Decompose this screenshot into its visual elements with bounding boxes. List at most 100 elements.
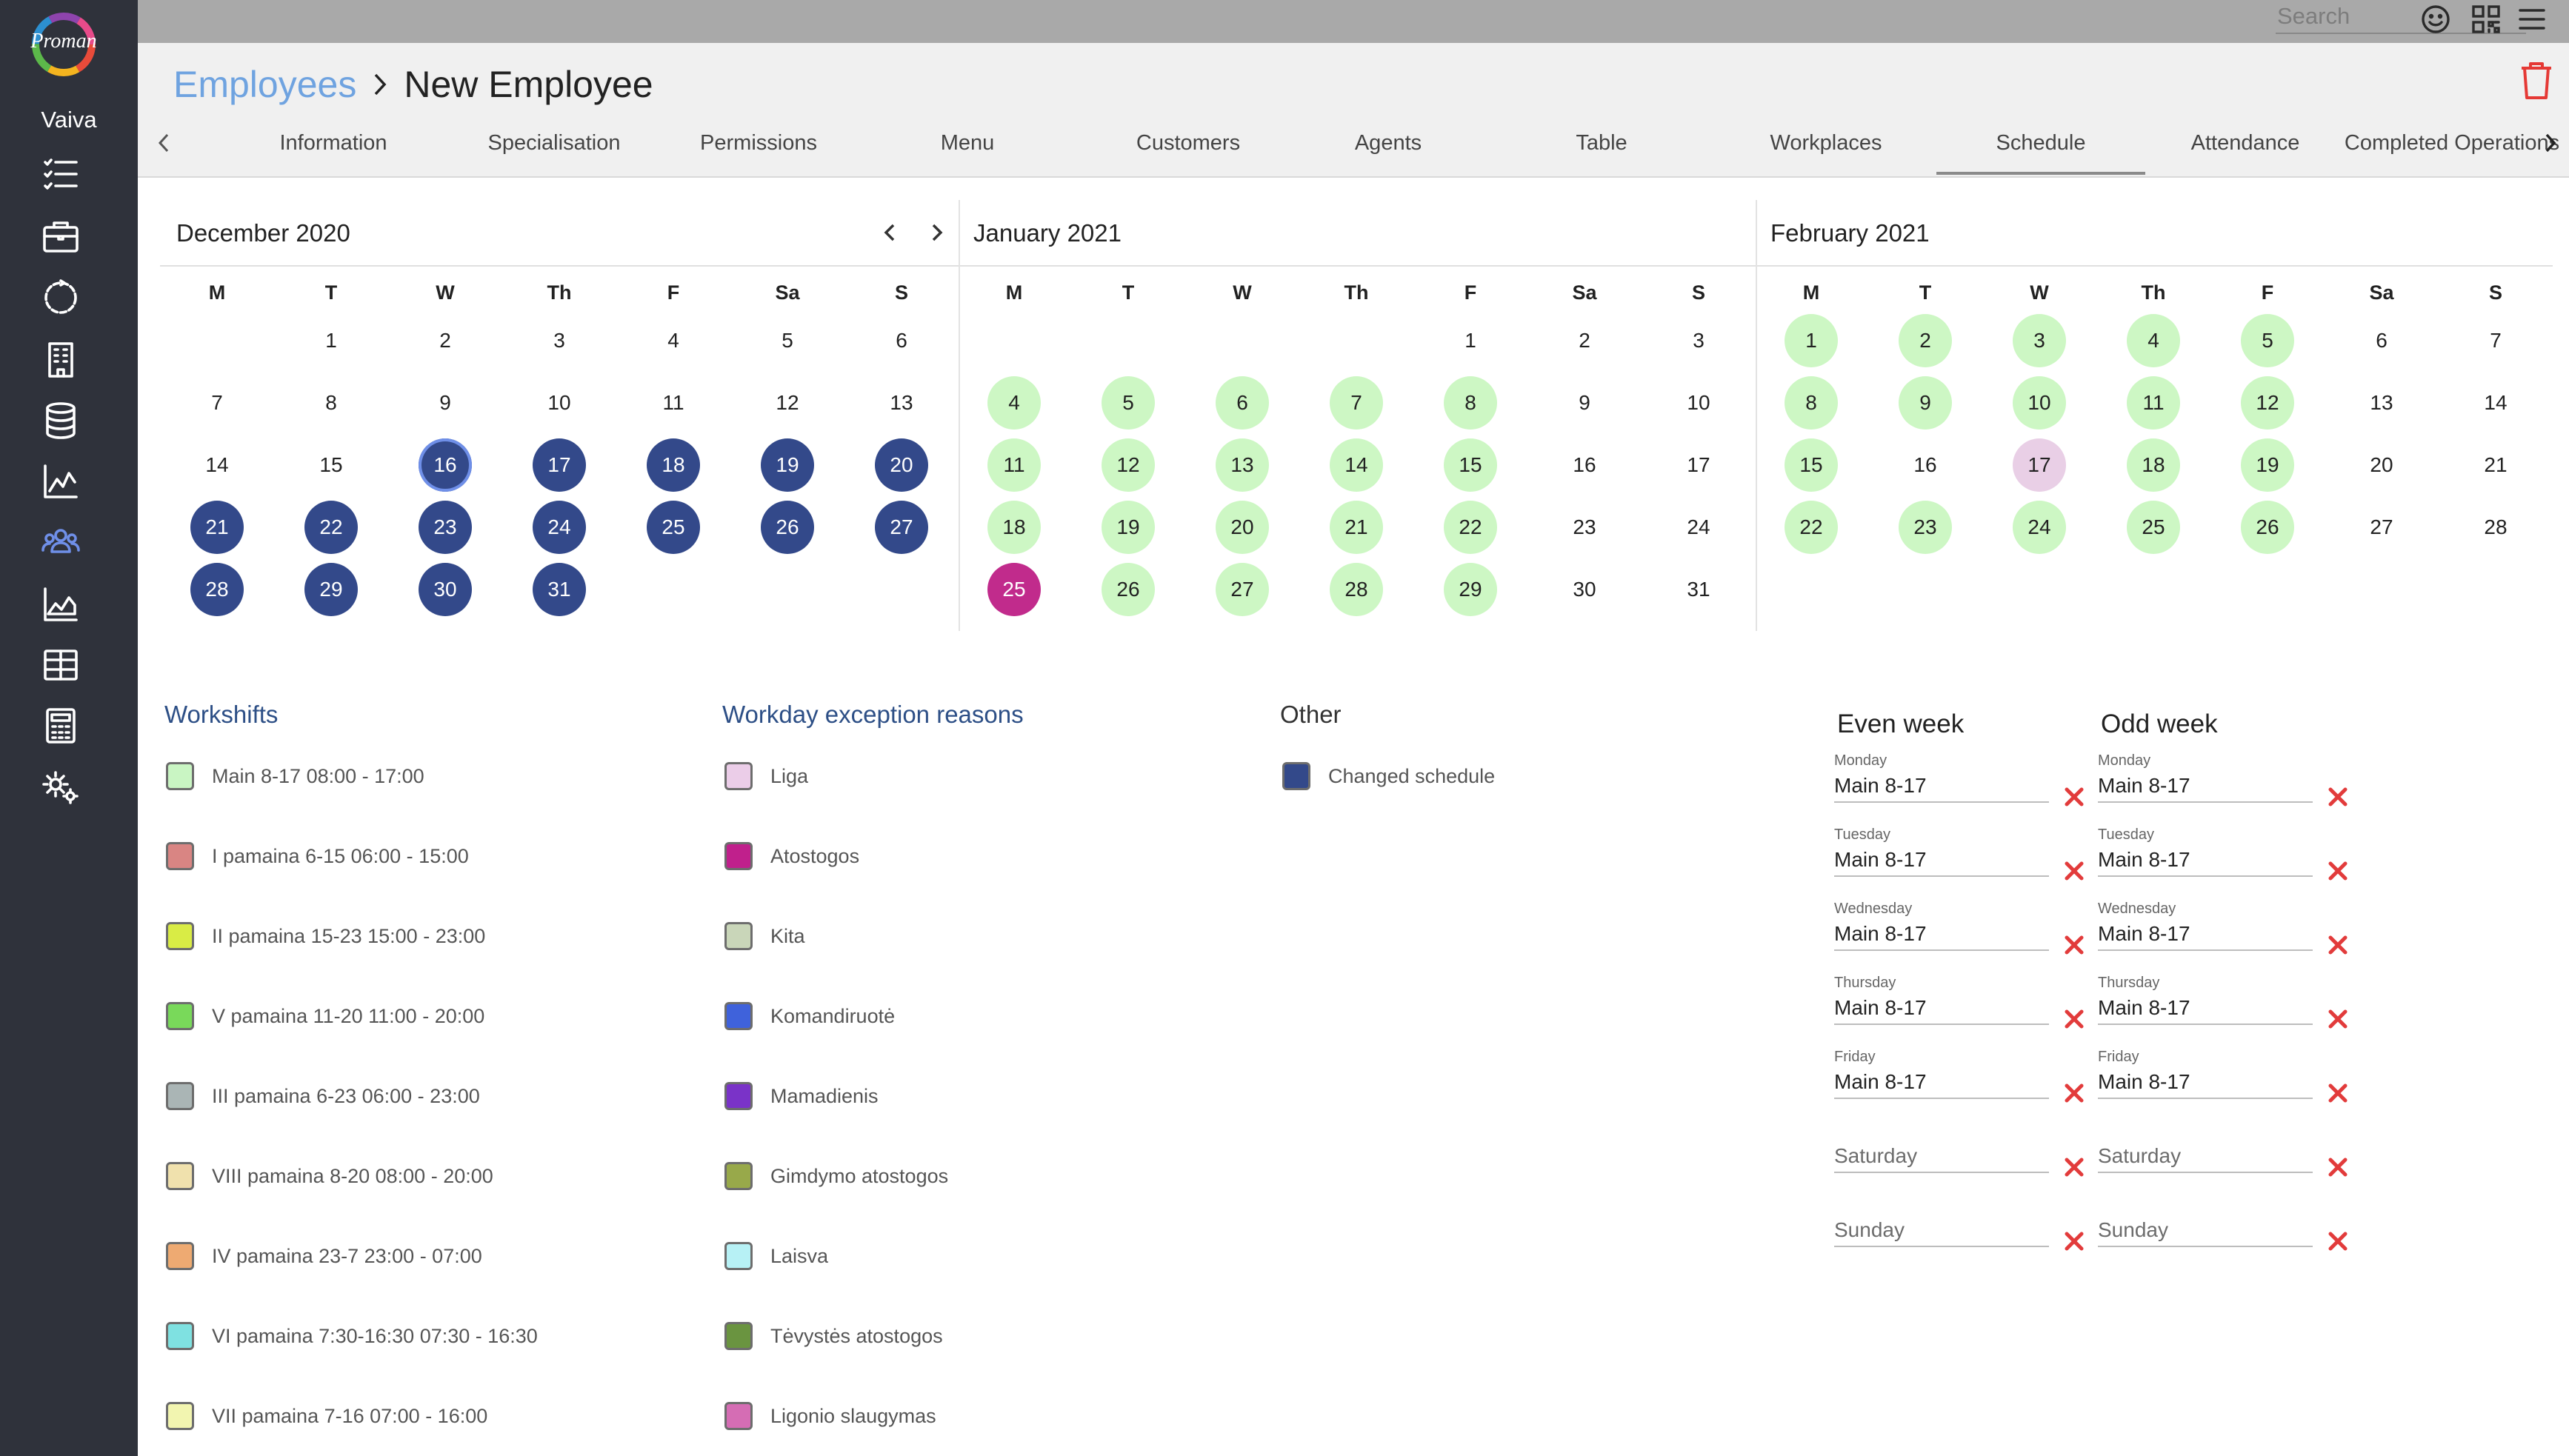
even-week-wednesday-select[interactable]: Main 8-17 [1834,917,2049,951]
clear-icon[interactable] [2061,1006,2087,1032]
clear-icon[interactable] [2325,858,2351,884]
calendar-day[interactable]: 30 [419,563,472,616]
calendar-day[interactable]: 10 [547,391,571,414]
calendar-day[interactable]: 25 [647,501,700,554]
tab-customers[interactable]: Customers [1136,131,1241,155]
calendar-day[interactable]: 13 [890,391,913,414]
clear-icon[interactable] [2325,1080,2351,1106]
calendar-day[interactable]: 18 [647,438,700,492]
calendar-day[interactable]: 19 [1102,501,1155,554]
tab-menu[interactable]: Menu [940,131,995,155]
calendar-day[interactable]: 21 [2484,453,2508,476]
calendar-day[interactable]: 11 [987,438,1041,492]
even-week-tuesday-select[interactable]: Main 8-17 [1834,843,2049,877]
calendar-day[interactable]: 13 [1216,438,1269,492]
calendar-day[interactable]: 20 [875,438,928,492]
area-chart-icon[interactable] [39,582,83,627]
database-icon[interactable] [39,398,83,443]
odd-week-tuesday-select[interactable]: Main 8-17 [2098,843,2313,877]
calendar-day[interactable]: 17 [2013,438,2066,492]
tab-table[interactable]: Table [1576,131,1627,155]
tab-permissions[interactable]: Permissions [700,131,817,155]
calendar-day[interactable]: 27 [875,501,928,554]
tab-information[interactable]: Information [279,131,387,155]
calendar-day[interactable]: 24 [1687,515,1710,538]
calendar-day[interactable]: 30 [1573,578,1596,601]
calculator-icon[interactable] [39,704,83,748]
calendar-day[interactable]: 14 [205,453,229,476]
calendar-day[interactable]: 31 [533,563,586,616]
calendar-day[interactable]: 29 [304,563,358,616]
clear-icon[interactable] [2325,932,2351,958]
calendar-day[interactable]: 31 [1687,578,1710,601]
calendar-day[interactable]: 25 [2127,501,2180,554]
clear-icon[interactable] [2325,1228,2351,1255]
odd-week-thursday-select[interactable]: Main 8-17 [2098,991,2313,1025]
calendar-day[interactable]: 1 [1785,314,1838,367]
chevron-left-icon[interactable] [876,218,905,247]
even-week-sunday-select[interactable]: Sunday [1834,1213,2049,1247]
calendar-day[interactable]: 4 [667,329,679,352]
calendar-day[interactable]: 9 [1899,376,1952,430]
calendar-day[interactable]: 7 [2490,329,2502,352]
calendar-day[interactable]: 23 [419,501,472,554]
tab-specialisation[interactable]: Specialisation [487,131,621,155]
calendar-day[interactable]: 3 [2013,314,2066,367]
odd-week-monday-select[interactable]: Main 8-17 [2098,769,2313,803]
chevron-right-icon[interactable] [922,218,951,247]
tab-schedule[interactable]: Schedule [1936,111,2145,175]
calendar-day[interactable]: 6 [2376,329,2388,352]
calendar-day[interactable]: 28 [190,563,244,616]
calendar-day[interactable]: 28 [1330,563,1383,616]
building-icon[interactable] [39,338,83,382]
calendar-day[interactable]: 7 [211,391,223,414]
calendar-day[interactable]: 15 [1444,438,1497,492]
clear-icon[interactable] [2325,1006,2351,1032]
calendar-day[interactable]: 4 [987,376,1041,430]
odd-week-sunday-select[interactable]: Sunday [2098,1213,2313,1247]
tab-attendance[interactable]: Attendance [2190,131,2300,155]
cycle-icon[interactable] [39,275,83,320]
calendar-day[interactable]: 7 [1330,376,1383,430]
odd-week-saturday-select[interactable]: Saturday [2098,1139,2313,1173]
calendar-day[interactable]: 21 [1330,501,1383,554]
calendar-day[interactable]: 5 [782,329,793,352]
calendar-day[interactable]: 16 [1913,453,1937,476]
calendar-day[interactable]: 2 [1899,314,1952,367]
calendar-day[interactable]: 2 [439,329,451,352]
user-name[interactable]: Vaiva [41,107,97,133]
settings-icon[interactable] [39,764,83,809]
calendar-day[interactable]: 10 [2013,376,2066,430]
proman-logo[interactable] [28,9,99,80]
task-list-icon[interactable] [39,153,83,197]
calendar-day[interactable]: 12 [776,391,799,414]
calendar-day[interactable]: 5 [2241,314,2294,367]
calendar-day[interactable]: 23 [1899,501,1952,554]
tab-workplaces[interactable]: Workplaces [1770,131,1882,155]
calendar-day[interactable]: 17 [1687,453,1710,476]
calendar-day[interactable]: 19 [2241,438,2294,492]
qr-code-icon[interactable] [2468,1,2504,37]
even-week-monday-select[interactable]: Main 8-17 [1834,769,2049,803]
calendar-day[interactable]: 24 [2013,501,2066,554]
calendar-day[interactable]: 13 [2370,391,2393,414]
breadcrumb-employees-link[interactable]: Employees [173,64,357,105]
calendar-day[interactable]: 14 [2484,391,2508,414]
tabs-scroll-left-icon[interactable] [145,111,182,175]
calendar-day[interactable]: 4 [2127,314,2180,367]
calendar-day[interactable]: 21 [190,501,244,554]
calendar-day[interactable]: 18 [2127,438,2180,492]
calendar-day[interactable]: 5 [1102,376,1155,430]
menu-icon[interactable] [2514,1,2550,37]
calendar-day[interactable]: 27 [1216,563,1269,616]
table-icon[interactable] [39,643,83,687]
calendar-day[interactable]: 6 [1216,376,1269,430]
calendar-day[interactable]: 9 [1579,391,1590,414]
calendar-day[interactable]: 26 [1102,563,1155,616]
calendar-day[interactable]: 15 [319,453,343,476]
clear-icon[interactable] [2061,1228,2087,1255]
calendar-day[interactable]: 18 [987,501,1041,554]
delete-icon[interactable] [2516,58,2557,102]
calendar-day[interactable]: 3 [553,329,565,352]
calendar-day[interactable]: 2 [1579,329,1590,352]
